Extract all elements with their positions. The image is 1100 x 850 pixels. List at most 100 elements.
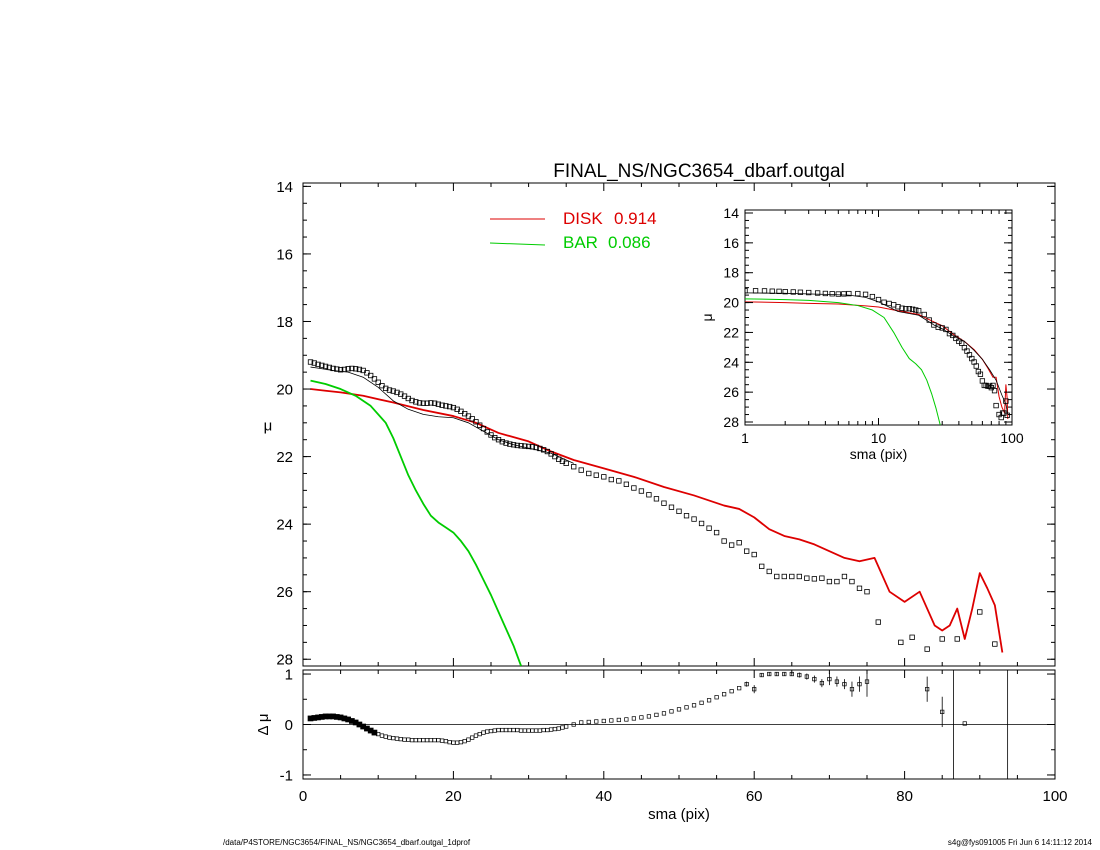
data-point [435, 401, 442, 407]
chart-title: FINAL_NS/NGC3654_dbarf.outgal [553, 161, 845, 182]
residual-point [639, 715, 644, 720]
data-point [477, 422, 483, 428]
inset-panel: 14 16 18 20 22 24 26 281 10 100 sma (pix) μ [699, 205, 1024, 462]
x-tick-label: 0 [299, 788, 307, 805]
data-point [953, 335, 959, 342]
x-tick-label: 100 [1000, 430, 1024, 446]
data-point [943, 326, 949, 333]
residual-point [394, 736, 400, 741]
y-tick-label: 1 [285, 666, 293, 683]
data-point [834, 578, 840, 585]
y-tick-label: 18 [723, 265, 739, 281]
data-point [728, 542, 735, 548]
residual-point [706, 698, 712, 703]
footer-path: /data/P4STORE/NGC3654/FINAL_NS/NGC3654_d… [223, 838, 471, 847]
data-point [909, 306, 916, 312]
residual-point [812, 676, 817, 682]
data-point [552, 453, 558, 460]
data-point [846, 290, 852, 297]
residual-point [466, 737, 471, 742]
data-point [776, 288, 782, 295]
data-point [578, 467, 584, 473]
data-point [601, 474, 607, 480]
residual-point [409, 738, 415, 743]
plot-area [303, 670, 1055, 779]
data-point [782, 289, 788, 295]
inset-background [745, 210, 1012, 425]
data-point [983, 382, 989, 389]
data-point [413, 399, 419, 405]
x-tick-label: 80 [896, 788, 913, 805]
residual-point [774, 671, 779, 677]
data-point [571, 464, 577, 470]
data-point [745, 287, 748, 294]
legend-label: BAR [563, 233, 598, 252]
series-line-disk [310, 388, 1004, 653]
data-point [345, 366, 351, 372]
data-point [390, 388, 396, 394]
data-point [394, 389, 400, 396]
residual-point [391, 736, 396, 741]
data-point [364, 370, 370, 376]
residual-point [451, 740, 456, 745]
data-point [959, 340, 965, 346]
data-point [992, 641, 998, 647]
data-point [563, 460, 569, 466]
data-point [926, 317, 932, 323]
residual-point [428, 738, 433, 743]
residual-point [752, 687, 757, 692]
residual-point [691, 703, 697, 708]
model-line [745, 292, 1009, 415]
data-point [736, 540, 742, 546]
data-point [774, 573, 780, 580]
residual-point [455, 740, 460, 745]
data-point [409, 397, 415, 404]
data-point [646, 492, 652, 498]
residual-point [560, 725, 565, 730]
data-point [913, 307, 919, 313]
data-point [586, 470, 592, 477]
x-tick-label: 40 [595, 788, 612, 805]
main-panel: 14 16 18 20 22 24 26 28 FINAL_NS/NGC3654_dbarf.o… [264, 161, 1056, 669]
data-point [446, 403, 453, 410]
data-point [935, 324, 941, 330]
data-point [608, 476, 614, 483]
data-point [450, 404, 457, 411]
footer-timestamp: s4g@fys091005 Fri Jun 6 14:11:12 2014 [947, 838, 1092, 847]
residual-point [729, 689, 734, 694]
data-point [529, 444, 536, 450]
residual-point [481, 730, 486, 735]
data-point [993, 402, 999, 409]
residual-point [609, 718, 614, 723]
data-point [895, 304, 901, 310]
data-point [334, 366, 340, 372]
legend-value: 0.914 [614, 209, 657, 228]
x-axis-label: sma (pix) [648, 806, 710, 823]
y-tick-label: 28 [723, 414, 739, 430]
data-point [337, 367, 344, 373]
data-point [841, 291, 847, 297]
residual-point [819, 681, 824, 686]
data-point [899, 305, 905, 311]
x-tick-label: 60 [746, 788, 763, 805]
y-axis-label: Δ μ [255, 713, 272, 735]
residual-point [714, 695, 719, 700]
series-line-bar [745, 298, 941, 425]
data-point [431, 400, 438, 406]
residual-point [522, 728, 527, 733]
data-point [990, 382, 996, 389]
y-tick-label: 22 [276, 449, 293, 466]
residual-point [541, 727, 546, 733]
residual-point [413, 738, 418, 743]
residual-point [383, 734, 388, 739]
data-point [790, 289, 796, 295]
residual-point [421, 738, 426, 743]
data-point [510, 442, 517, 448]
data-point [822, 290, 829, 297]
data-point [804, 575, 810, 581]
data-point [356, 366, 363, 373]
data-point [806, 289, 812, 296]
data-point [721, 538, 727, 544]
